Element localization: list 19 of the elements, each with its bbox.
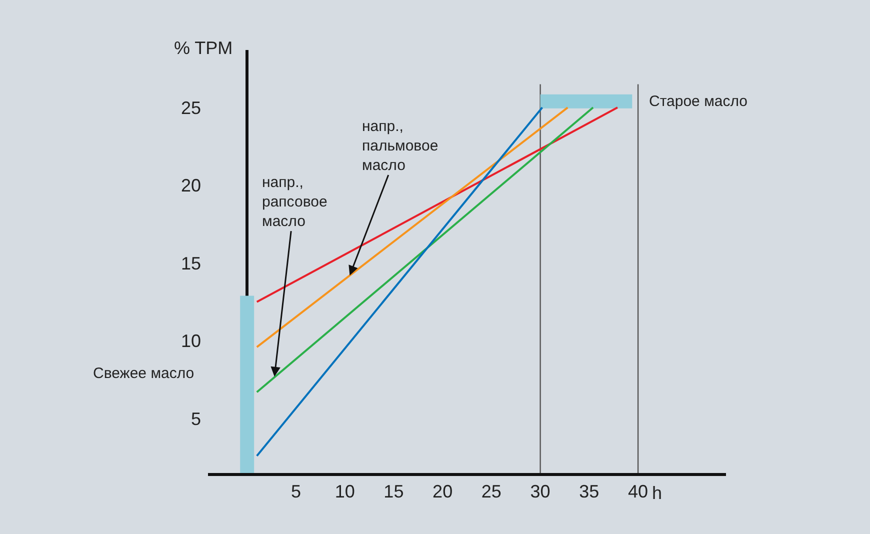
text: Свежее масло — [93, 365, 194, 382]
y-tick-label: 5 — [190, 408, 201, 429]
annotation: напр., рапсовое масло — [262, 174, 328, 230]
y-tick-label: 20 — [180, 176, 201, 196]
x-tick-label: 40 — [628, 481, 648, 502]
x-tick-label: 20 — [432, 481, 453, 502]
x-axis-title: h — [652, 483, 662, 503]
x-tick-label: 35 — [579, 481, 600, 502]
x-tick-label: 15 — [384, 481, 404, 502]
annotation: напр., пальмовое масло — [362, 118, 438, 174]
x-tick-label: 10 — [334, 481, 355, 502]
y-tick-label: 25 — [180, 98, 201, 118]
x-tick-label: 30 — [530, 481, 550, 502]
x-tick-label: 5 — [290, 481, 301, 502]
y-tick-label: 15 — [180, 253, 201, 274]
annotation: Старое масло — [649, 93, 748, 110]
x-tick-label: 25 — [481, 481, 502, 502]
y-axis-title: % TPM — [174, 38, 233, 58]
y-tick-label: 10 — [180, 331, 201, 352]
